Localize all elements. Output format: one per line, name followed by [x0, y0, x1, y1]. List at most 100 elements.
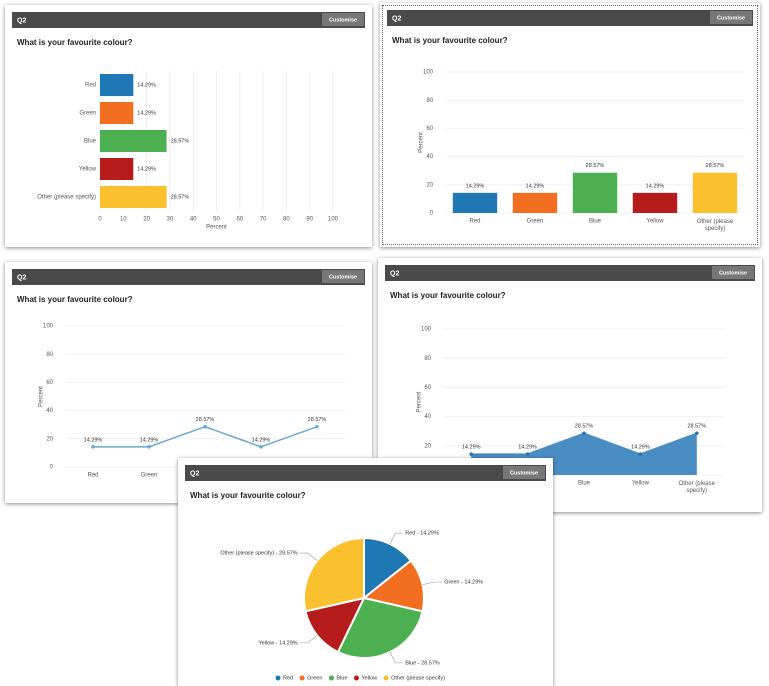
leader-line [299, 635, 318, 644]
value-label: 14.29% [137, 166, 156, 172]
x-tick-label: Yellow [632, 481, 650, 487]
pie-slice [363, 536, 413, 601]
question-title: What is your favourite colour? [17, 38, 133, 47]
point [91, 445, 95, 449]
leader-line [389, 651, 404, 664]
y-tick-label: 40 [424, 414, 431, 420]
y-tick-label: 100 [423, 70, 434, 76]
bar [100, 102, 134, 124]
chart-card: Q2 Customise What is your favourite colour… [178, 458, 553, 686]
customise-label[interactable]: Customise [329, 17, 357, 23]
customise-label[interactable]: Customise [717, 15, 745, 21]
x-tick-label: Yellow [646, 219, 664, 225]
legend-swatch [328, 675, 334, 681]
x-tick-label: Red [87, 473, 98, 479]
customise-button[interactable] [503, 466, 545, 479]
customise-label[interactable]: Customise [719, 270, 747, 276]
point [638, 452, 643, 456]
bar [452, 192, 498, 213]
header-bar [12, 269, 365, 285]
legend-swatch [275, 675, 281, 681]
x-tick-label: Blue [578, 481, 591, 487]
chart: Q2 Customise What is your favourite colour… [12, 12, 365, 231]
question-title: What is your favourite colour? [390, 291, 506, 300]
pie-slice [336, 596, 424, 659]
y-tick-label: 0 [430, 211, 434, 217]
legend-swatch [353, 675, 359, 681]
category-label: Other (please specify) [37, 195, 96, 201]
y-tick-label: 20 [46, 436, 53, 442]
y-axis-label: Percent [417, 391, 423, 412]
y-tick-label: 60 [46, 380, 53, 386]
value-label: 14.29% [252, 437, 271, 443]
point [525, 452, 530, 456]
x-tick-label: 60 [236, 217, 243, 223]
header-bar [185, 465, 546, 481]
pie-slice [303, 536, 365, 613]
x-tick-label: 70 [260, 217, 267, 223]
customise-button[interactable] [710, 11, 752, 24]
point [147, 445, 151, 449]
x-tick-label: 40 [190, 217, 197, 223]
point [259, 445, 263, 449]
pie-slice [361, 559, 425, 613]
y-tick-label: 80 [46, 352, 53, 358]
x-tick-label: 90 [306, 217, 313, 223]
leader-line [299, 552, 318, 561]
category-label: Yellow [79, 167, 97, 173]
customise-button[interactable] [322, 270, 364, 283]
legend-label: Red [283, 675, 293, 681]
y-tick-label: 80 [424, 356, 431, 362]
y-tick-label: 100 [43, 324, 54, 330]
panel-label: Q2 [190, 470, 199, 477]
value-label: 28.57% [586, 163, 605, 169]
chart-card: Q2 Customise What is your favourite colour… [380, 3, 760, 247]
y-tick-label: 0 [50, 465, 54, 471]
bar [100, 74, 134, 96]
point [695, 431, 699, 436]
question-title: What is your favourite colour? [392, 36, 508, 45]
x-tick-label: Green [141, 473, 158, 479]
slice-label: Red - 14.29% [405, 531, 439, 537]
value-label: 14.29% [526, 183, 545, 189]
bar [100, 186, 167, 208]
y-tick-label: 40 [46, 408, 53, 414]
leader-line [422, 581, 443, 585]
bar [100, 130, 167, 152]
leader-line [389, 532, 404, 545]
panel-label: Q2 [392, 15, 401, 22]
customise-label[interactable]: Customise [510, 470, 538, 476]
y-axis-label: Percent [419, 132, 425, 153]
customise-button[interactable] [322, 13, 364, 26]
chart-card: Q2 Customise What is your favourite colour… [5, 5, 372, 247]
question-title: What is your favourite colour? [190, 491, 306, 500]
y-tick-label: 60 [426, 126, 433, 132]
value-label: 28.57% [171, 138, 190, 144]
legend-swatch [299, 675, 305, 681]
legend-label: Blue [336, 675, 347, 681]
point [469, 452, 473, 456]
x-tick-label: 30 [167, 217, 174, 223]
bar [632, 192, 678, 213]
customise-button[interactable] [712, 266, 754, 279]
legend-label: Green [307, 675, 322, 681]
customise-label[interactable]: Customise [329, 274, 357, 280]
x-tick-label: 80 [283, 217, 290, 223]
pie-slice [304, 596, 366, 654]
chart: Q2 Customise What is your favourite colour… [12, 269, 365, 486]
value-label: 28.57% [196, 417, 215, 423]
slice-label: Other (please specify) - 28.57% [220, 551, 297, 557]
value-label: 14.29% [646, 183, 665, 189]
value-label: 14.29% [466, 183, 485, 189]
chart: Q2 Customise What is your favourite colour… [185, 465, 546, 681]
value-label: 14.29% [84, 437, 103, 443]
bar [512, 192, 558, 213]
legend-label: Yellow [361, 675, 377, 681]
chart-card: Q2 Customise What is your favourite colour… [378, 258, 762, 512]
y-tick-label: 20 [426, 182, 433, 188]
x-tick-label: 10 [120, 217, 127, 223]
value-label: 14.29% [137, 82, 156, 88]
value-label: 28.57% [575, 424, 594, 430]
panel-label: Q2 [17, 17, 26, 24]
